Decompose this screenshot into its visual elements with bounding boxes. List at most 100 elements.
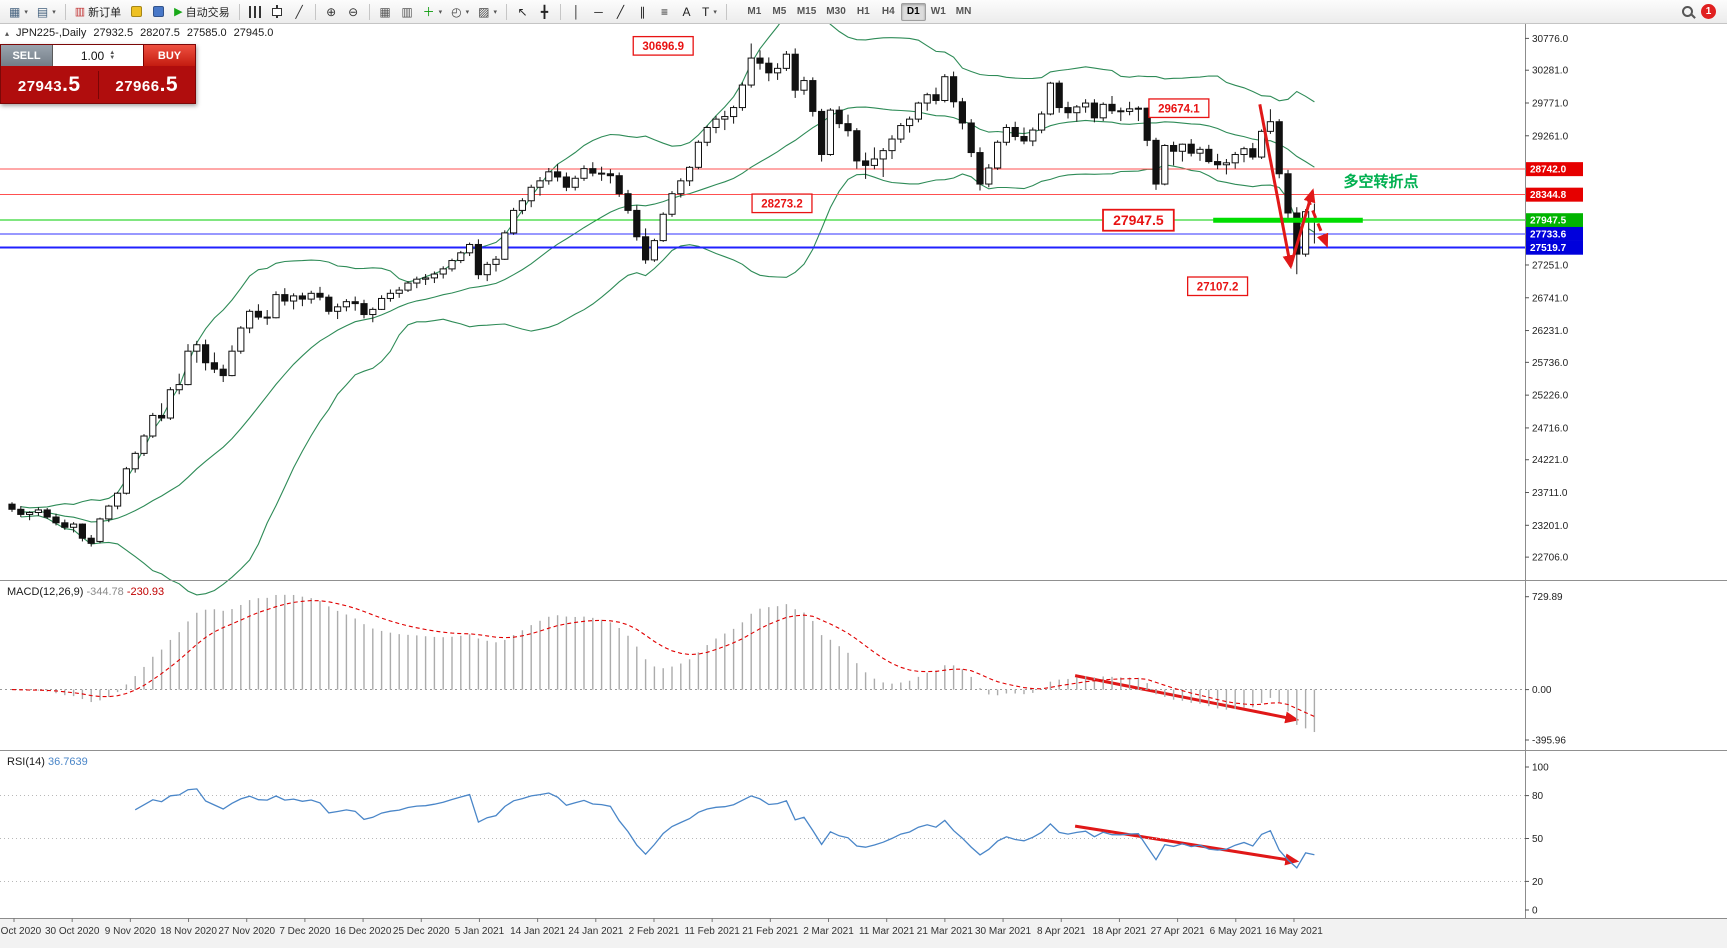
toolbar-separator bbox=[368, 3, 370, 20]
candlestick-chart-icon[interactable] bbox=[267, 2, 288, 22]
volume-stepper[interactable]: 1.00 ▲ ▼ bbox=[53, 45, 143, 66]
periods-icon[interactable]: ◴ ▾ bbox=[451, 4, 470, 19]
cursor-icon[interactable]: ↖ bbox=[517, 4, 528, 19]
new-chart-icon[interactable]: ▦ ▾ bbox=[9, 4, 28, 19]
bollinger-bands bbox=[20, 24, 1315, 596]
timeframe-h4[interactable]: H4 bbox=[881, 6, 895, 17]
timeframe-mn[interactable]: MN bbox=[955, 6, 972, 17]
rsi-panel[interactable]: RSI(14) 36.7639 bbox=[0, 756, 1525, 882]
buy-price[interactable]: 27966.5 bbox=[115, 72, 179, 96]
volume-spin-arrows[interactable]: ▲ ▼ bbox=[109, 49, 116, 61]
svg-text:20: 20 bbox=[1532, 877, 1544, 888]
svg-text:21 Oct 2020: 21 Oct 2020 bbox=[0, 926, 42, 937]
zoom-out-icon[interactable]: ⊖ bbox=[348, 4, 359, 19]
profiles-icon[interactable]: ▤ ▾ bbox=[36, 4, 56, 19]
rsi-line bbox=[134, 788, 1315, 869]
svg-text:27519.7: 27519.7 bbox=[1530, 243, 1567, 254]
svg-text:30696.9: 30696.9 bbox=[642, 41, 684, 53]
vline-tool-icon[interactable]: │ bbox=[572, 4, 581, 19]
candlestick-series bbox=[8, 43, 1319, 547]
sell-button[interactable]: SELL bbox=[1, 45, 53, 66]
svg-text:30776.0: 30776.0 bbox=[1532, 34, 1569, 45]
svg-text:21 Feb 2021: 21 Feb 2021 bbox=[742, 926, 799, 937]
timeframe-switcher: M1 M5 M15 M30 H1 H4 D1 W1 MN bbox=[742, 2, 976, 21]
macd-signal-line bbox=[11, 600, 1315, 718]
timeframe-m30[interactable]: M30 bbox=[826, 6, 846, 17]
channel-tool-icon[interactable]: ∥ bbox=[639, 4, 646, 19]
timeframe-m1[interactable]: M1 bbox=[747, 6, 762, 17]
zoom-in-icon[interactable]: ⊕ bbox=[326, 4, 337, 19]
svg-text:27107.2: 27107.2 bbox=[1197, 281, 1239, 293]
svg-text:29674.1: 29674.1 bbox=[1158, 103, 1200, 115]
ohlc-close: 27945.0 bbox=[233, 27, 274, 39]
svg-text:16 Dec 2020: 16 Dec 2020 bbox=[335, 926, 392, 937]
svg-text:25226.0: 25226.0 bbox=[1532, 391, 1569, 402]
main-chart-plot[interactable] bbox=[0, 24, 1525, 596]
new-order-button[interactable]: ▥ 新订单 bbox=[74, 6, 122, 19]
price-callouts[interactable]: 30696.9 29674.1 28273.2 27947.5 27107.2 多空转折点 bbox=[632, 35, 1418, 297]
one-click-toggle-icon[interactable]: ▴ bbox=[5, 28, 10, 38]
macd-panel[interactable]: MACD(12,26,9) -344.78 -230.93 bbox=[0, 586, 1525, 733]
macd-label: MACD(12,26,9) -344.78 -230.93 bbox=[7, 586, 164, 598]
hline-tool-icon[interactable]: ─ bbox=[594, 4, 603, 19]
ohlc-open: 27932.5 bbox=[93, 27, 134, 39]
buy-button[interactable]: BUY bbox=[143, 45, 195, 66]
svg-text:23711.0: 23711.0 bbox=[1532, 488, 1568, 499]
svg-text:29261.0: 29261.0 bbox=[1532, 131, 1569, 142]
svg-text:100: 100 bbox=[1532, 763, 1549, 774]
svg-text:27947.5: 27947.5 bbox=[1530, 216, 1567, 227]
bar-chart-icon[interactable] bbox=[245, 2, 266, 22]
svg-text:28742.0: 28742.0 bbox=[1530, 165, 1567, 176]
svg-text:24221.0: 24221.0 bbox=[1532, 455, 1569, 466]
indicators-icon[interactable]: ＋ ▾ bbox=[422, 5, 443, 19]
svg-text:25736.0: 25736.0 bbox=[1532, 358, 1569, 369]
metaeditor-icon[interactable] bbox=[126, 2, 147, 22]
svg-text:30 Mar 2021: 30 Mar 2021 bbox=[975, 926, 1032, 937]
svg-text:25 Dec 2020: 25 Dec 2020 bbox=[393, 926, 450, 937]
notification-badge[interactable]: 1 bbox=[1701, 4, 1716, 19]
svg-text:27 Apr 2021: 27 Apr 2021 bbox=[1151, 926, 1205, 937]
svg-text:27 Nov 2020: 27 Nov 2020 bbox=[218, 926, 275, 937]
svg-text:18 Apr 2021: 18 Apr 2021 bbox=[1092, 926, 1146, 937]
svg-text:24 Jan 2021: 24 Jan 2021 bbox=[568, 926, 623, 937]
timeframe-d1[interactable]: D1 bbox=[900, 2, 926, 21]
ohlc-low: 27585.0 bbox=[186, 27, 227, 39]
price-divider bbox=[97, 70, 99, 99]
chart-canvas[interactable]: 30696.9 29674.1 28273.2 27947.5 27107.2 多空转折点… bbox=[0, 24, 1727, 948]
svg-text:7 Dec 2020: 7 Dec 2020 bbox=[279, 926, 331, 937]
timeframe-m15[interactable]: M15 bbox=[796, 6, 817, 17]
navigator-icon[interactable] bbox=[148, 2, 169, 22]
timeframe-w1[interactable]: W1 bbox=[930, 6, 946, 17]
svg-text:30 Oct 2020: 30 Oct 2020 bbox=[45, 926, 100, 937]
svg-text:-395.96: -395.96 bbox=[1532, 735, 1566, 746]
toolbar-separator bbox=[314, 3, 316, 20]
crosshair-icon[interactable]: ╋ bbox=[540, 4, 549, 19]
toolbar-right-cluster: 1 bbox=[1682, 4, 1722, 19]
arrows-tool-icon[interactable]: T ▾ bbox=[701, 4, 717, 19]
svg-text:0.00: 0.00 bbox=[1532, 685, 1552, 696]
text-tool-icon[interactable]: A bbox=[682, 4, 691, 19]
chart-ohlc-header: ▴ JPN225-,Daily 27932.5 28207.5 27585.0 … bbox=[5, 27, 273, 39]
cn-annotation-label[interactable]: 多空转折点 bbox=[1343, 173, 1418, 191]
timeframe-m5[interactable]: M5 bbox=[772, 6, 787, 17]
volume-value: 1.00 bbox=[80, 48, 105, 63]
auto-arrange-icon[interactable]: ▥ bbox=[401, 4, 413, 19]
search-icon[interactable] bbox=[1682, 6, 1693, 17]
autotrading-button[interactable]: ▶ 自动交易 bbox=[174, 6, 230, 19]
price-scale[interactable]: 30776.0 30281.0 29771.0 29261.0 27251.0 26741… bbox=[1525, 34, 1583, 917]
line-chart-icon[interactable]: ╱ bbox=[295, 4, 303, 19]
fibonacci-tool-icon[interactable]: ≡ bbox=[660, 4, 668, 19]
templates-icon[interactable]: ▨ ▾ bbox=[478, 4, 497, 19]
svg-text:2 Feb 2021: 2 Feb 2021 bbox=[629, 926, 680, 937]
rsi-label: RSI(14) 36.7639 bbox=[7, 756, 88, 768]
sell-price[interactable]: 27943.5 bbox=[17, 72, 81, 96]
toolbar-separator bbox=[505, 3, 507, 20]
timeframe-h1[interactable]: H1 bbox=[856, 6, 870, 17]
svg-text:26741.0: 26741.0 bbox=[1532, 293, 1569, 304]
svg-text:30281.0: 30281.0 bbox=[1532, 66, 1569, 77]
trendline-tool-icon[interactable]: ╱ bbox=[616, 4, 625, 19]
toolbar-separator bbox=[64, 3, 66, 20]
tile-windows-icon[interactable]: ▦ bbox=[379, 4, 391, 19]
